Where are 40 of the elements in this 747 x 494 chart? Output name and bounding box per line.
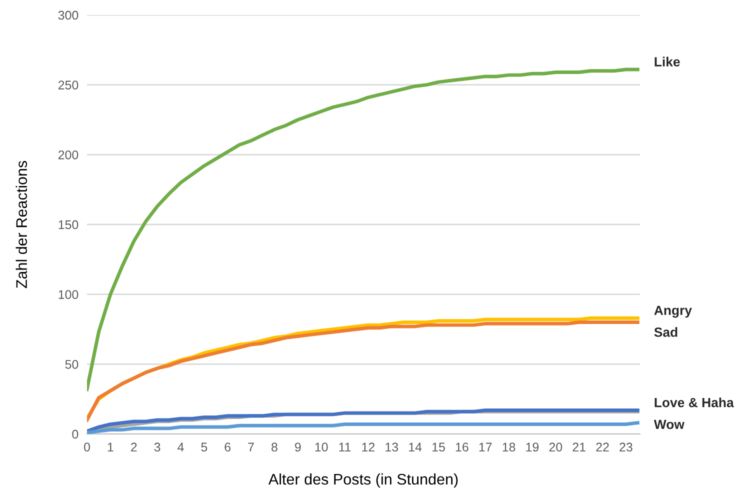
- x-tick-label: 18: [502, 442, 516, 452]
- line-series: [87, 421, 640, 434]
- line-series: [87, 68, 640, 392]
- x-tick-label: 20: [549, 442, 562, 452]
- x-tick-label: 22: [596, 442, 609, 452]
- x-tick-label: 11: [339, 442, 351, 452]
- x-tick-label: 1: [108, 442, 114, 452]
- y-tick-label: 250: [58, 80, 78, 90]
- series-label: Angry: [654, 306, 692, 318]
- x-tick-label: 12: [362, 442, 375, 452]
- x-tick-label: 13: [386, 442, 398, 452]
- x-tick-label: 3: [154, 442, 160, 452]
- x-tick-label: 23: [620, 442, 632, 452]
- x-tick-label: 0: [84, 442, 90, 452]
- y-tick-label: 100: [58, 290, 78, 299]
- y-tick-label: 300: [58, 10, 78, 20]
- x-tick-label: 7: [248, 442, 254, 452]
- x-tick-label: 19: [526, 442, 539, 452]
- x-tick-label: 10: [315, 442, 328, 452]
- x-tick-label: 14: [409, 442, 422, 452]
- x-tick-label: 5: [201, 442, 208, 452]
- series-label: Love & Haha: [654, 398, 734, 408]
- x-axis-title: Alter des Posts (in Stunden): [268, 473, 458, 488]
- x-tick-label: 4: [178, 442, 184, 452]
- x-tick-label: 15: [432, 442, 445, 452]
- series-label: Like: [654, 56, 680, 66]
- y-tick-label: 0: [72, 430, 78, 439]
- x-tick-label: 2: [131, 442, 137, 452]
- y-tick-label: 200: [58, 150, 78, 160]
- y-tick-label: 150: [58, 220, 78, 230]
- x-tick-label: 21: [572, 442, 586, 452]
- y-axis-title: Zahl der Reactions: [16, 160, 28, 288]
- y-tick-label: 50: [65, 360, 78, 369]
- x-tick-label: 9: [295, 442, 301, 452]
- x-tick-label: 8: [272, 442, 278, 452]
- x-tick-label: 16: [456, 442, 468, 452]
- x-tick-label: 6: [224, 442, 231, 452]
- series-label: Sad: [654, 327, 678, 337]
- x-tick-label: 17: [479, 442, 492, 452]
- series-label: Wow: [654, 420, 684, 430]
